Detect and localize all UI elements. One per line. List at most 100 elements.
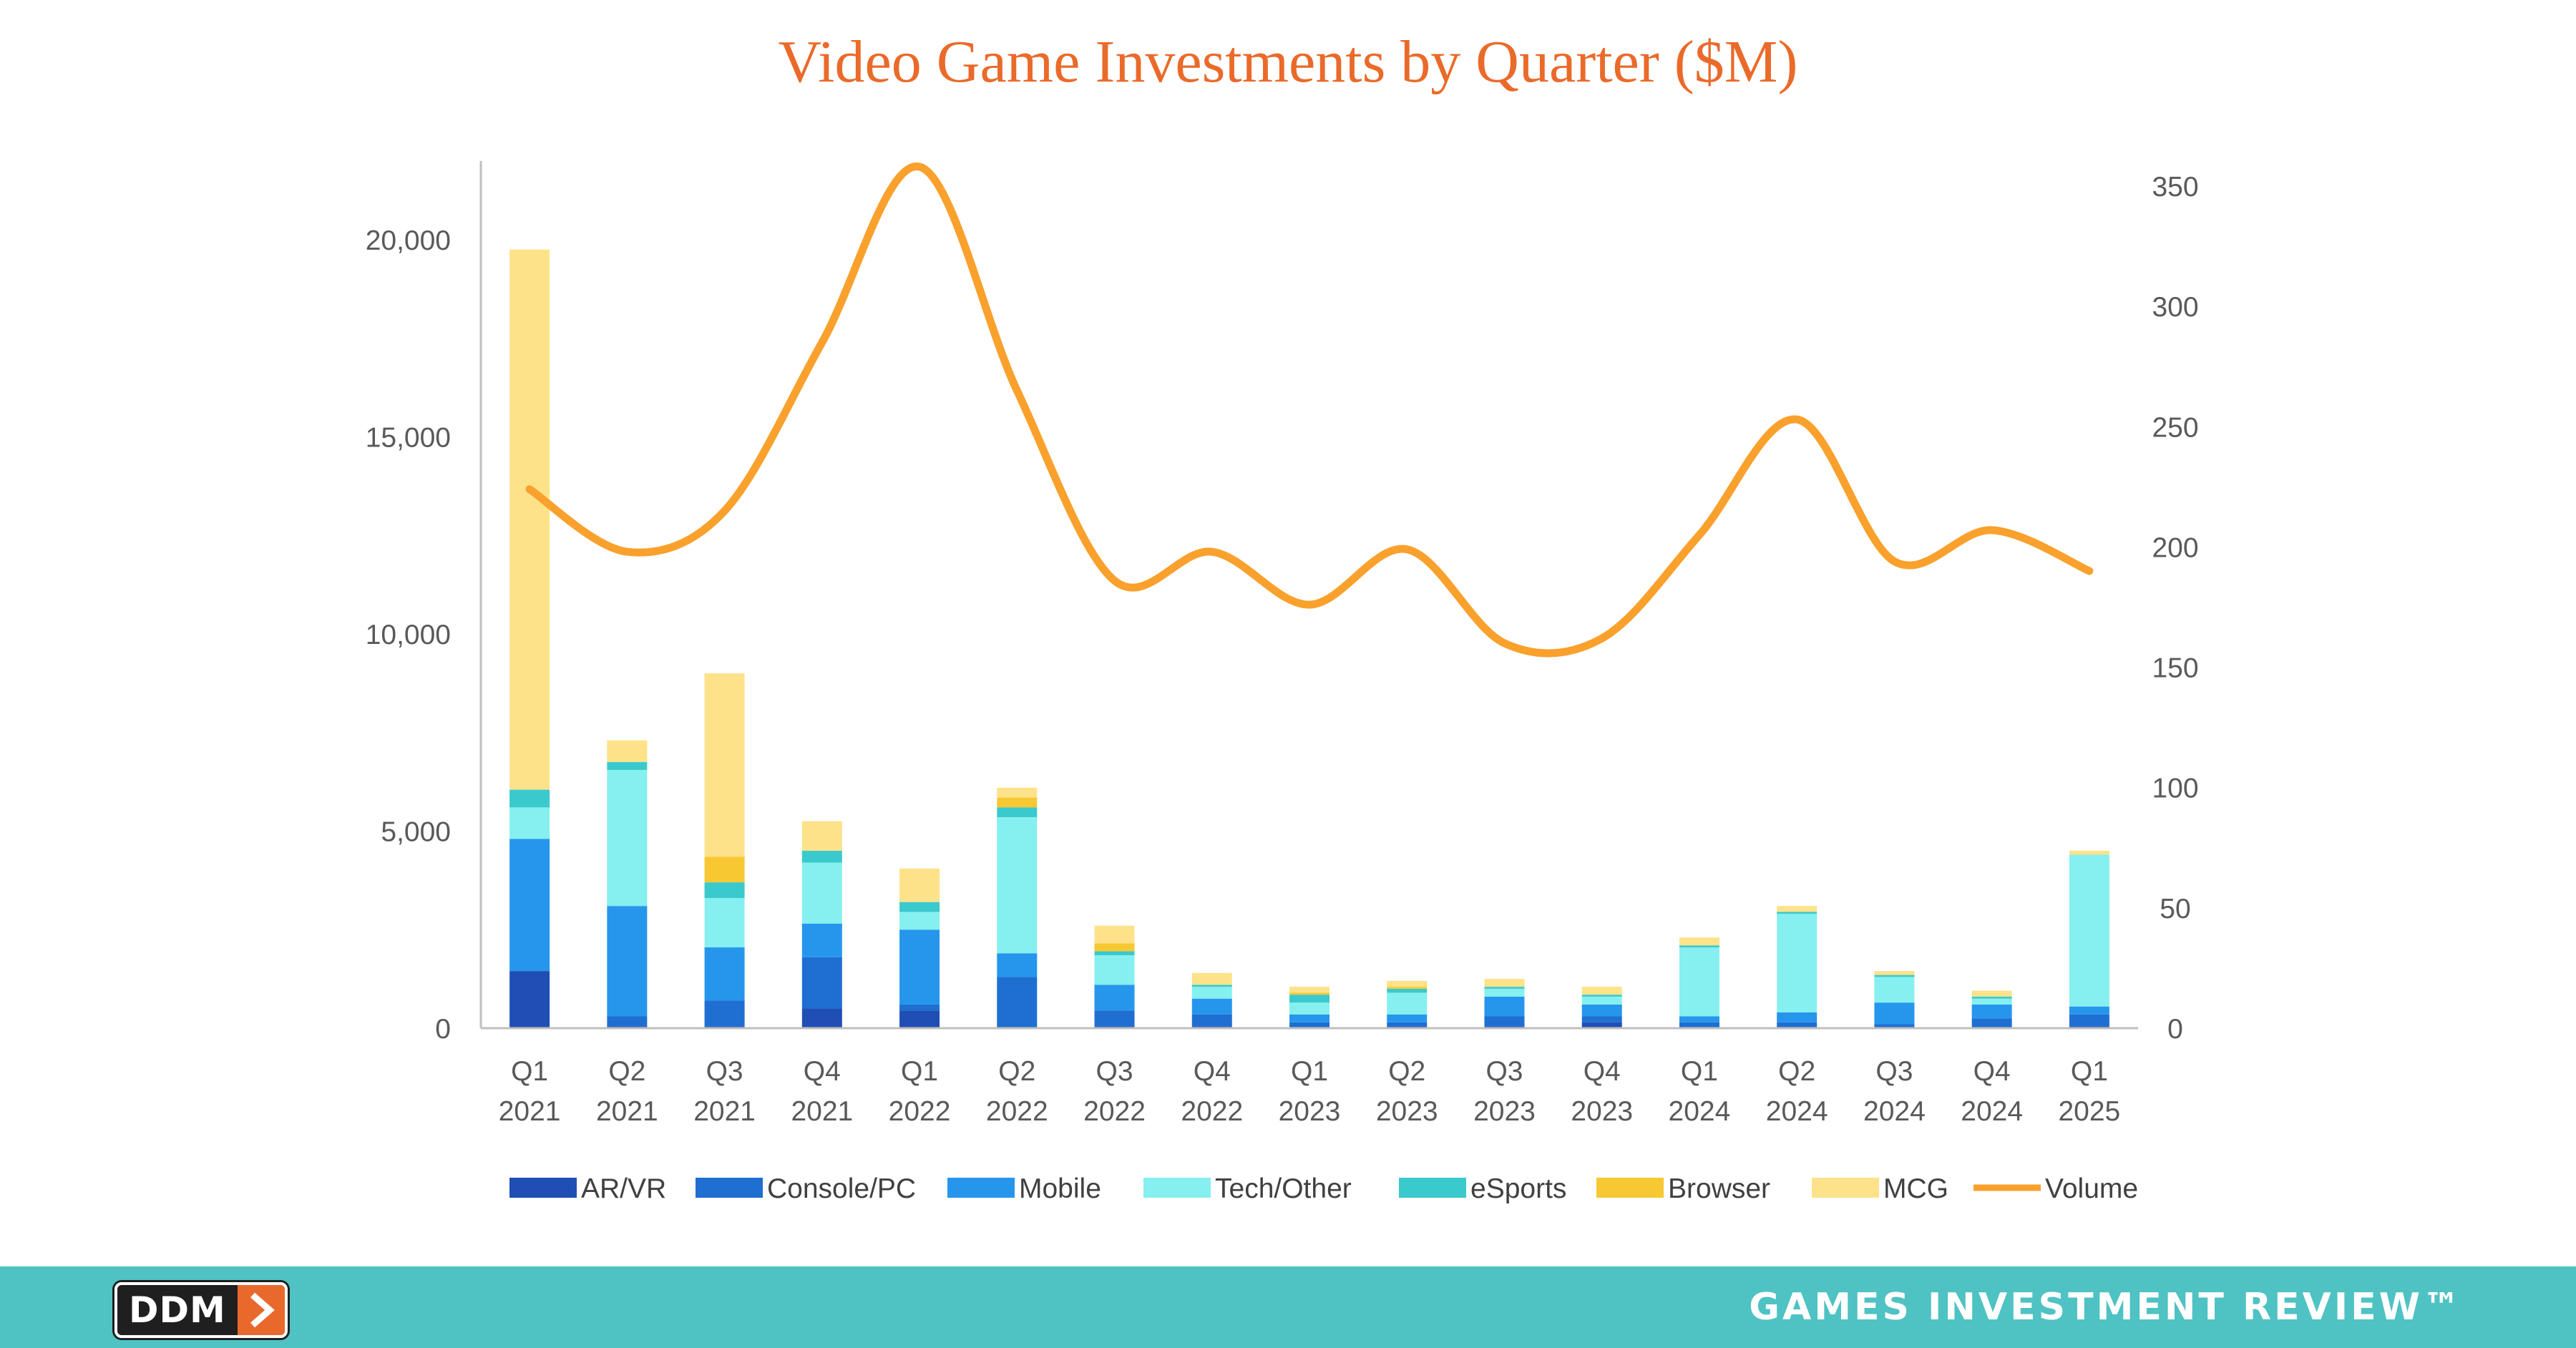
y2-ticks-layer: 0 50 100 150 200 250 300 350 (2152, 172, 2198, 1045)
bar-segment-mobile (509, 839, 550, 972)
chart-title: Video Game Investments by Quarter ($M) (778, 29, 1798, 95)
line-layer (525, 162, 2094, 658)
bar-segment-mcg (509, 249, 550, 790)
bar-segment-tech-other (1971, 998, 2012, 1005)
legend: AR/VR Console/PC Mobile Tech/Other eSports Br… (509, 1173, 2138, 1204)
legend-label: MCG (1883, 1173, 1948, 1204)
x-tick-label: Q4 2024 (1961, 1056, 2023, 1127)
bar-segment-esports (509, 789, 550, 808)
x-tick-label: Q3 2023 (1473, 1056, 1536, 1127)
bar-segment-mcg (1484, 979, 1525, 987)
legend-swatch (1143, 1178, 1211, 1198)
bar-segment-tech-other (509, 807, 550, 839)
bar-segment-browser (997, 797, 1038, 808)
bar-segment-esports (1191, 985, 1232, 987)
bar-segment-tech-other (899, 912, 940, 930)
bar-segment-mobile (704, 947, 745, 1001)
x-tick-label: Q4 2022 (1181, 1056, 1243, 1127)
bar-segment-console-pc (1874, 1024, 1915, 1028)
bar-segment-mcg (2069, 851, 2109, 855)
bar-segment-tech-other (1874, 977, 1915, 1003)
bar-segment-console-pc (899, 1004, 940, 1011)
bar-segment-tech-other (997, 817, 1038, 954)
bar-segment-mobile (1874, 1002, 1915, 1025)
bar-segment-ar-vr (899, 1010, 940, 1028)
bar-segment-console-pc (1679, 1022, 1719, 1028)
x-tick-label: Q2 2023 (1376, 1056, 1438, 1127)
bar-segment-esports (1679, 945, 1719, 948)
legend-swatch (947, 1178, 1015, 1198)
axes-layer (479, 161, 2138, 1030)
x-tick-label: Q2 2022 (986, 1056, 1048, 1127)
x-tick-label: Q1 2021 (499, 1056, 561, 1127)
bar-segment-tech-other (1484, 988, 1525, 997)
bar-segment-mcg (1289, 987, 1330, 993)
bar-segment-mobile (1777, 1012, 1818, 1022)
footer-brand: GAMES INVESTMENT REVIEW™ (1749, 1286, 2463, 1329)
bar-segment-esports (1581, 995, 1622, 997)
bar-segment-mcg (997, 787, 1038, 798)
bar-segment-browser (1387, 987, 1428, 989)
bar-segment-mobile (1387, 1014, 1428, 1022)
bar-segment-ar-vr (801, 1008, 842, 1028)
bar-segment-tech-other (1191, 987, 1232, 999)
y2-tick-label: 300 (2152, 292, 2198, 323)
y-ticks-layer: 0 5,000 10,000 15,000 20,000 (366, 225, 451, 1045)
bar-segment-mcg (1679, 937, 1719, 946)
y2-tick-label: 0 (2167, 1014, 2183, 1045)
bar-segment-esports (1387, 988, 1428, 993)
bar-segment-mobile (1581, 1004, 1622, 1017)
x-tick-label: Q3 2021 (693, 1056, 756, 1127)
x-tick-label: Q3 2022 (1083, 1056, 1146, 1127)
bar-segment-console-pc (607, 1016, 648, 1027)
bar-segment-tech-other (1581, 996, 1622, 1005)
bar-segment-console-pc (1387, 1022, 1428, 1027)
bar-segment-console-pc (1971, 1018, 2012, 1028)
legend-label: eSports (1470, 1173, 1566, 1204)
x-tick-label: Q4 2023 (1571, 1056, 1633, 1127)
chevron-right-icon (237, 1285, 285, 1335)
legend-swatch (1596, 1178, 1664, 1198)
bar-segment-mcg (1094, 925, 1135, 944)
bar-segment-mcg (899, 868, 940, 902)
bars-layer (509, 249, 2109, 1028)
logo-text: DDM (117, 1285, 238, 1335)
y2-tick-label: 150 (2152, 653, 2198, 684)
bar-segment-tech-other (1289, 1002, 1330, 1015)
y-tick-label: 5,000 (381, 817, 451, 848)
bar-segment-tech-other (1777, 914, 1818, 1012)
bar-segment-esports (801, 851, 842, 863)
bar-segment-mcg (1387, 980, 1428, 987)
legend-swatch (1812, 1178, 1879, 1198)
bar-segment-console-pc (1777, 1022, 1818, 1028)
bar-segment-esports (1094, 951, 1135, 956)
bar-segment-console-pc (2069, 1014, 2109, 1027)
legend-label: Browser (1668, 1173, 1770, 1204)
bar-segment-mobile (1971, 1004, 2012, 1019)
x-tick-label: Q2 2021 (596, 1056, 658, 1127)
bar-segment-mobile (1484, 996, 1525, 1017)
bar-segment-browser (1094, 943, 1135, 952)
bar-segment-console-pc (1191, 1014, 1232, 1027)
legend-label: Volume (2045, 1173, 2138, 1204)
bar-segment-ar-vr (1581, 1022, 1622, 1028)
bar-segment-console-pc (1289, 1022, 1330, 1028)
legend-swatch (509, 1178, 577, 1198)
bar-segment-mobile (997, 953, 1038, 977)
legend-label: AR/VR (581, 1173, 666, 1204)
y-tick-label: 20,000 (366, 225, 451, 256)
bar-segment-mcg (801, 821, 842, 851)
x-tick-label: Q1 2022 (889, 1056, 951, 1127)
bar-segment-tech-other (704, 898, 745, 948)
y-tick-label: 15,000 (366, 423, 451, 454)
ddm-logo: DDM (114, 1282, 288, 1338)
bar-segment-mobile (1679, 1016, 1719, 1022)
footer-banner: DDM GAMES INVESTMENT REVIEW™ (0, 1266, 2576, 1348)
bar-segment-mobile (2069, 1006, 2109, 1015)
bar-segment-esports (1971, 996, 2012, 999)
bar-segment-browser (1289, 992, 1330, 995)
bar-segment-esports (704, 882, 745, 899)
bar-segment-mcg (607, 740, 648, 763)
bar-segment-tech-other (1094, 955, 1135, 985)
x-ticks-layer: Q1 2021 Q2 2021 Q3 2021 Q4 2021 Q1 2022 Q2 2022 Q3 20… (499, 1056, 2121, 1127)
